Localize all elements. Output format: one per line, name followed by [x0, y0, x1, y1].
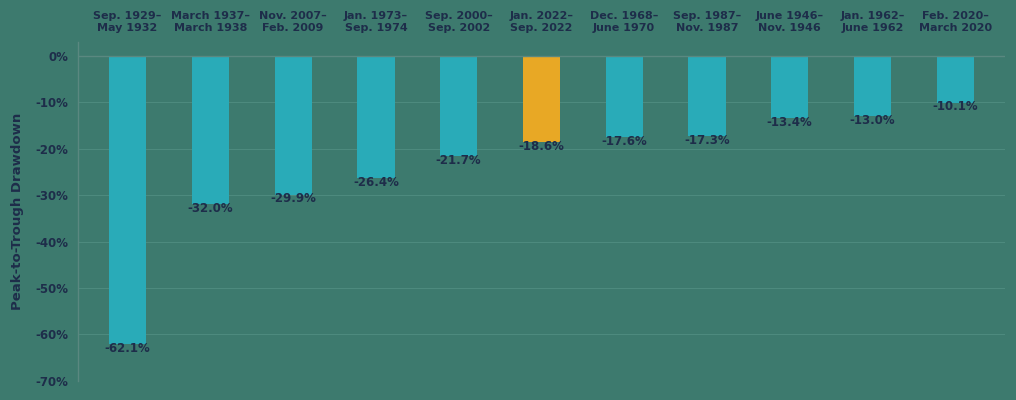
Text: -26.4%: -26.4%: [353, 176, 399, 189]
Text: -17.3%: -17.3%: [684, 134, 729, 147]
Bar: [440, 56, 478, 156]
Bar: [771, 56, 809, 118]
Bar: [606, 56, 643, 138]
Bar: [937, 56, 974, 103]
Text: -29.9%: -29.9%: [270, 192, 316, 205]
Bar: [853, 56, 891, 116]
Text: -13.0%: -13.0%: [849, 114, 895, 127]
Text: -62.1%: -62.1%: [105, 342, 150, 355]
Bar: [192, 56, 229, 204]
Bar: [688, 56, 725, 136]
Bar: [274, 56, 312, 194]
Text: -21.7%: -21.7%: [436, 154, 482, 167]
Bar: [109, 56, 146, 344]
Text: -32.0%: -32.0%: [188, 202, 234, 215]
Text: -17.6%: -17.6%: [601, 135, 647, 148]
Text: -10.1%: -10.1%: [933, 100, 978, 113]
Text: -18.6%: -18.6%: [518, 140, 564, 153]
Y-axis label: Peak-to-Trough Drawdown: Peak-to-Trough Drawdown: [11, 113, 24, 310]
Bar: [523, 56, 560, 142]
Bar: [358, 56, 394, 178]
Text: -13.4%: -13.4%: [767, 116, 813, 129]
